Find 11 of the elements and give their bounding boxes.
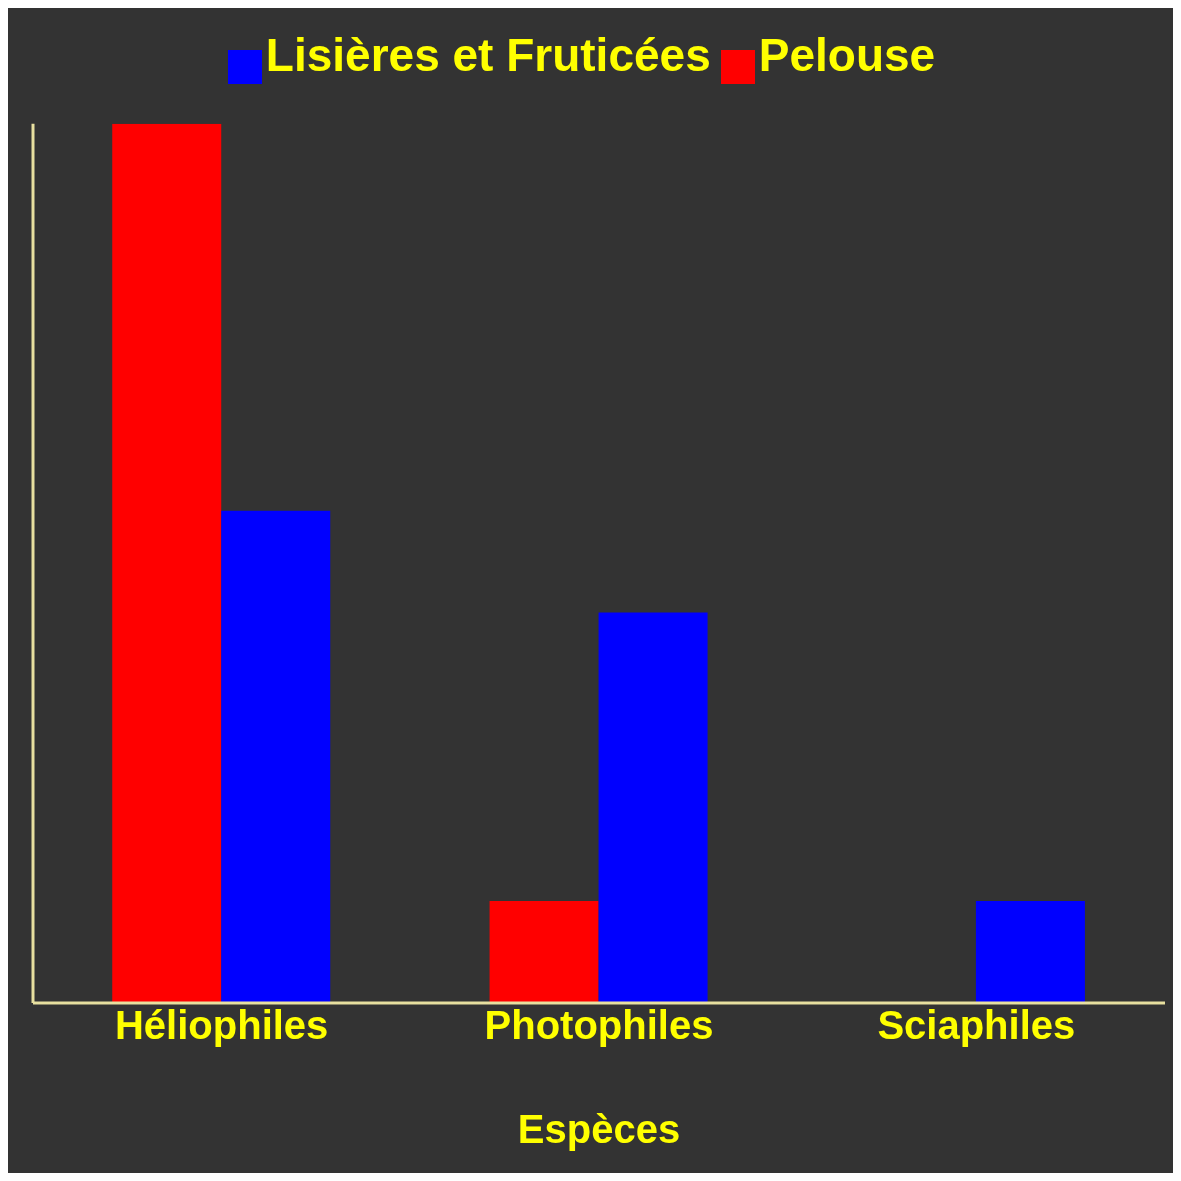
bar — [221, 510, 331, 1003]
bar — [598, 612, 708, 1003]
legend-label: Pelouse — [758, 29, 936, 81]
x-axis-title: Espèces — [517, 1107, 681, 1151]
x-tick-label: Photophiles — [484, 1003, 714, 1048]
legend-label: Lisières et Fruticées — [265, 29, 711, 81]
bar — [975, 901, 1085, 1003]
x-tick-label: Sciaphiles — [877, 1003, 1076, 1048]
bar — [489, 901, 599, 1003]
x-tick-label: Héliophiles — [114, 1003, 329, 1048]
bar — [112, 123, 222, 1003]
